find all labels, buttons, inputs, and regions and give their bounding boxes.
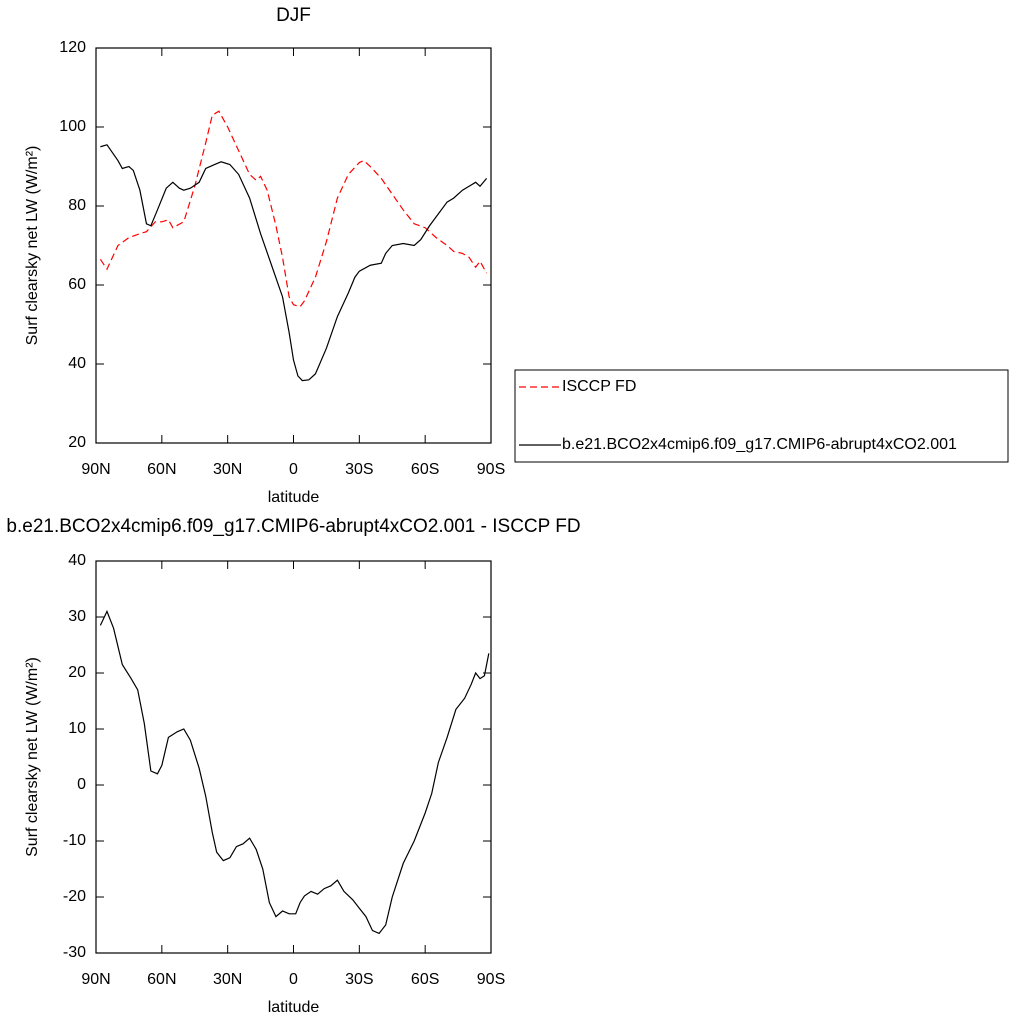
y-tick-label: -10 — [63, 832, 86, 849]
x-axis-label: latitude — [268, 489, 320, 506]
x-tick-label: 90N — [81, 971, 110, 988]
y-tick-label: 80 — [68, 197, 86, 214]
x-tick-label: 60N — [147, 971, 176, 988]
y-tick-label: 20 — [68, 664, 86, 681]
x-tick-label: 30N — [213, 461, 242, 478]
y-tick-label: 100 — [59, 118, 86, 135]
y-tick-label: 30 — [68, 608, 86, 625]
y-tick-label: 0 — [77, 776, 86, 793]
legend-box — [514, 369, 1009, 463]
plot-frame — [95, 47, 492, 444]
x-tick-label: 0 — [289, 971, 298, 988]
data-line — [100, 144, 488, 382]
x-tick-label: 60N — [147, 461, 176, 478]
legend-label: b.e21.BCO2x4cmip6.f09_g17.CMIP6-abrupt4x… — [562, 436, 957, 453]
y-tick-label: -30 — [63, 944, 86, 961]
x-tick-label: 0 — [289, 461, 298, 478]
chart-title: b.e21.BCO2x4cmip6.f09_g17.CMIP6-abrupt4x… — [6, 516, 580, 537]
data-line — [99, 609, 490, 935]
y-tick-label: 40 — [68, 552, 86, 569]
x-axis-label: latitude — [268, 999, 320, 1016]
legend-label: ISCCP FD — [562, 378, 636, 395]
chart-title: DJF — [276, 5, 311, 26]
x-tick-label: 60S — [411, 971, 439, 988]
x-tick-label: 90S — [477, 971, 505, 988]
y-tick-label: -20 — [63, 888, 86, 905]
data-line — [99, 110, 488, 308]
x-tick-label: 90N — [81, 461, 110, 478]
plot-frame — [95, 560, 492, 954]
x-tick-label: 30S — [345, 971, 373, 988]
x-tick-label: 30S — [345, 461, 373, 478]
x-tick-label: 60S — [411, 461, 439, 478]
y-axis-label: Surf clearsky net LW (W/m²) — [24, 146, 41, 346]
y-tick-label: 10 — [68, 720, 86, 737]
y-tick-label: 60 — [68, 276, 86, 293]
y-axis-label: Surf clearsky net LW (W/m²) — [24, 657, 41, 857]
x-tick-label: 90S — [477, 461, 505, 478]
y-tick-label: 120 — [59, 39, 86, 56]
x-tick-label: 30N — [213, 971, 242, 988]
y-tick-label: 40 — [68, 355, 86, 372]
y-tick-label: 20 — [68, 434, 86, 451]
